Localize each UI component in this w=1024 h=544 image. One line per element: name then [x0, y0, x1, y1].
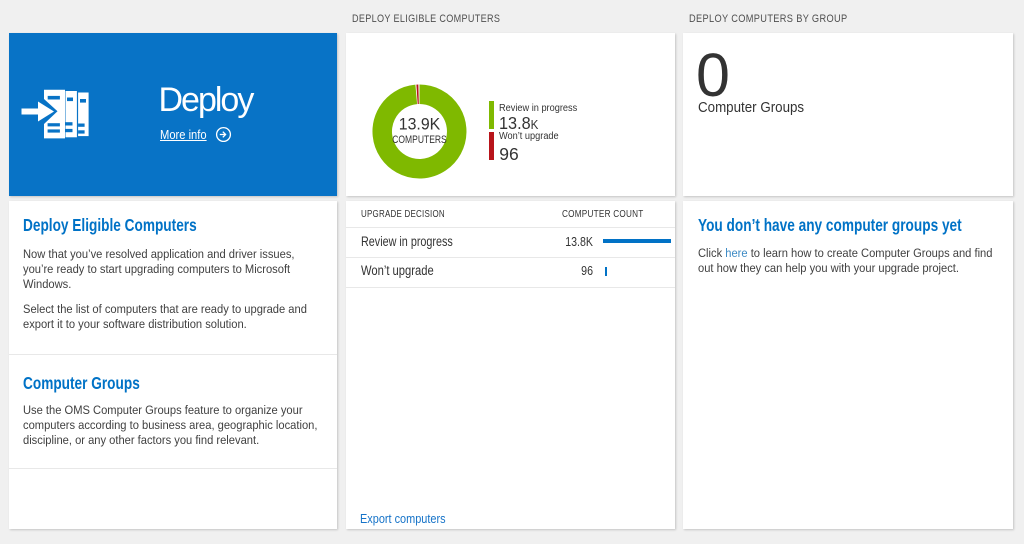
svg-text:13.9K: 13.9K [399, 115, 441, 133]
svg-text:COMPUTERS: COMPUTERS [392, 134, 447, 146]
